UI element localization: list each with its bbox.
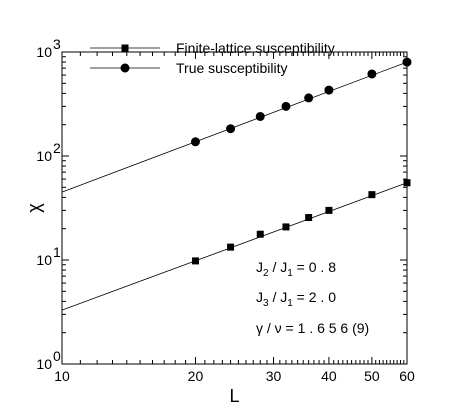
y-tick-label-exponent: 0 <box>53 348 61 364</box>
annotation-2: J3 / J1 = 2 . 0 <box>256 289 336 309</box>
x-tick-label: 10 <box>54 368 70 384</box>
annotation-text: γ / ν = 1 . 6 5 6 (9) <box>256 320 369 336</box>
data-point-circle <box>281 101 291 111</box>
data-point-square <box>305 214 313 222</box>
data-point-square <box>368 191 376 199</box>
x-tick-label: 60 <box>399 368 415 384</box>
annotation-subscript: 2 <box>263 268 269 279</box>
data-point-square <box>191 257 199 265</box>
data-point-circle <box>304 93 314 103</box>
annotation-subscript: 3 <box>263 298 269 309</box>
y-axis-label: χ <box>24 203 44 213</box>
y-tick-label-base: 10 <box>36 44 52 60</box>
annotation-text: J <box>256 259 263 275</box>
legend-label: True susceptibility <box>176 60 288 76</box>
annotation-text: = 2 . 0 <box>293 289 336 305</box>
y-tick-label-base: 10 <box>36 356 52 372</box>
annotation-text: J <box>256 289 263 305</box>
y-tick-label-base: 10 <box>36 252 52 268</box>
annotation-3: γ / ν = 1 . 6 5 6 (9) <box>256 320 369 336</box>
data-point-circle <box>367 69 377 79</box>
plot-frame <box>61 51 408 365</box>
data-point-circle <box>402 57 412 67</box>
legend-marker-circle <box>120 63 130 73</box>
x-tick-label: 20 <box>188 368 204 384</box>
legend-marker-square <box>121 44 129 52</box>
fit-line-series-1 <box>61 182 408 311</box>
x-tick-label: 30 <box>266 368 282 384</box>
y-tick-label-base: 10 <box>36 148 52 164</box>
annotation-subscript: 1 <box>287 298 293 309</box>
annotation-1: J2 / J1 = 0 . 8 <box>256 259 336 279</box>
data-point-square <box>282 223 290 231</box>
data-point-square <box>227 243 235 251</box>
annotation-text: / J <box>269 259 288 275</box>
annotation-subscript: 1 <box>287 268 293 279</box>
data-point-circle <box>324 85 334 95</box>
data-point-circle <box>255 111 265 121</box>
data-point-square <box>325 206 333 214</box>
y-tick-label-exponent: 1 <box>53 244 61 260</box>
data-point-square <box>256 230 264 238</box>
x-tick-label: 50 <box>364 368 380 384</box>
x-axis-label: L <box>229 386 239 406</box>
annotation-text: / J <box>269 289 288 305</box>
data-point-circle <box>226 124 236 134</box>
y-tick-label-exponent: 3 <box>53 36 61 52</box>
legend-label: Finite-lattice susceptibility <box>176 40 335 56</box>
data-point-square <box>403 179 411 187</box>
x-tick-label: 40 <box>321 368 337 384</box>
data-point-circle <box>190 137 200 147</box>
y-tick-label-exponent: 2 <box>53 140 61 156</box>
annotation-text: = 0 . 8 <box>293 259 336 275</box>
